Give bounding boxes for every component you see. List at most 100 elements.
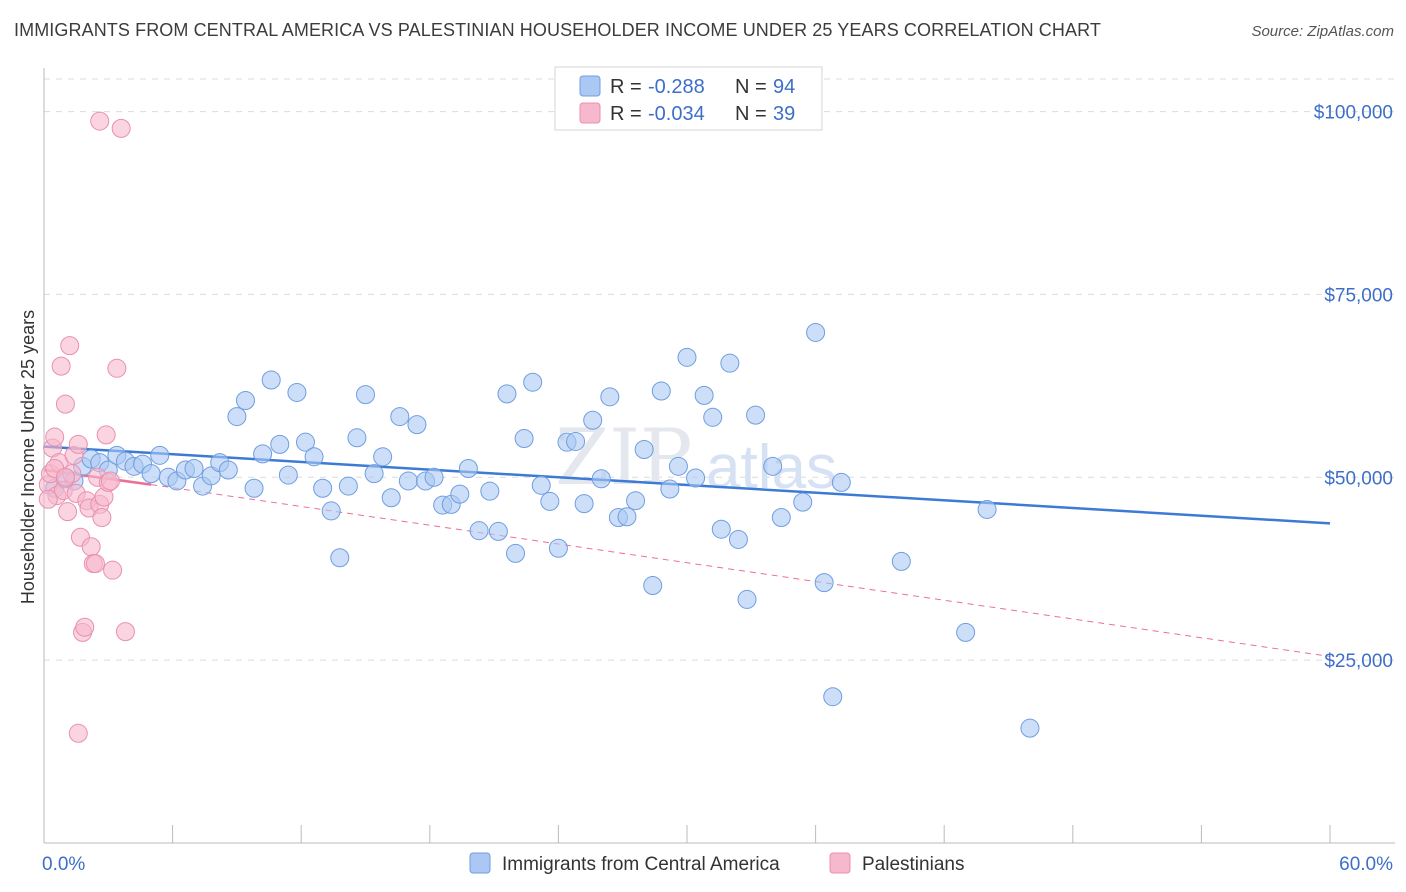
y-tick-label-1: $50,000 bbox=[1324, 468, 1393, 489]
point-central-america-21 bbox=[227, 407, 247, 427]
point-central-america-27 bbox=[278, 465, 298, 485]
data-points bbox=[38, 111, 1040, 743]
point-central-america-70 bbox=[651, 381, 671, 401]
legend-swatch-pink bbox=[579, 102, 601, 124]
legend-n-label-1: N = bbox=[735, 76, 767, 98]
point-central-america-51 bbox=[488, 521, 508, 541]
x-tick-label-0: 0.0% bbox=[42, 854, 85, 875]
point-palestinians-10 bbox=[60, 336, 80, 356]
point-central-america-83 bbox=[771, 508, 791, 528]
point-central-america-18 bbox=[201, 466, 221, 486]
bottom-legend-label-2: Palestinians bbox=[862, 854, 964, 875]
bottom-legend-swatch-pink bbox=[829, 852, 851, 874]
point-central-america-61 bbox=[574, 494, 594, 514]
legend-r-label-1: R = bbox=[610, 76, 642, 98]
point-central-america-69 bbox=[643, 576, 663, 596]
point-central-america-89 bbox=[891, 551, 911, 571]
point-central-america-74 bbox=[686, 468, 706, 488]
point-central-america-62 bbox=[583, 410, 603, 430]
y-tick-label-0: $25,000 bbox=[1324, 651, 1393, 672]
point-central-america-84 bbox=[793, 492, 813, 512]
point-central-america-42 bbox=[407, 415, 427, 435]
chart-source: Source: ZipAtlas.com bbox=[1251, 23, 1394, 40]
point-central-america-53 bbox=[506, 543, 526, 563]
point-palestinians-27 bbox=[96, 425, 116, 445]
point-palestinians-8 bbox=[55, 394, 75, 414]
point-central-america-39 bbox=[381, 488, 401, 508]
y-tick-label-3: $100,000 bbox=[1314, 103, 1393, 124]
point-central-america-57 bbox=[540, 491, 560, 511]
point-central-america-28 bbox=[287, 382, 307, 402]
point-central-america-35 bbox=[347, 428, 367, 448]
point-central-america-76 bbox=[703, 407, 723, 427]
point-central-america-31 bbox=[313, 478, 333, 498]
point-central-america-40 bbox=[390, 407, 410, 427]
point-palestinians-31 bbox=[107, 358, 127, 378]
point-palestinians-32 bbox=[115, 622, 135, 642]
point-central-america-52 bbox=[497, 384, 517, 404]
point-central-america-67 bbox=[626, 491, 646, 511]
x-tick-labels: 0.0% 60.0% bbox=[42, 854, 1393, 875]
point-central-america-30 bbox=[304, 447, 324, 467]
point-central-america-41 bbox=[398, 471, 418, 491]
point-central-america-60 bbox=[566, 431, 586, 451]
legend-box: R = -0.288 N = 94 R = -0.034 N = 39 bbox=[554, 66, 823, 131]
point-central-america-36 bbox=[356, 385, 375, 405]
point-central-america-37 bbox=[364, 464, 384, 484]
grid-lines bbox=[44, 78, 1395, 661]
point-palestinians-30 bbox=[103, 560, 123, 580]
point-central-america-38 bbox=[373, 447, 393, 467]
point-central-america-64 bbox=[600, 387, 620, 407]
point-central-america-91 bbox=[977, 499, 997, 519]
legend-n-label-2: N = bbox=[735, 103, 767, 125]
point-central-america-81 bbox=[746, 405, 766, 425]
bottom-legend-swatch-blue bbox=[469, 852, 491, 874]
y-tick-label-2: $75,000 bbox=[1324, 285, 1393, 306]
point-central-america-56 bbox=[531, 475, 551, 495]
point-central-america-33 bbox=[330, 548, 350, 568]
point-central-america-25 bbox=[261, 370, 281, 390]
x-tick-label-1: 60.0% bbox=[1339, 854, 1393, 875]
point-palestinians-33 bbox=[90, 111, 110, 131]
point-central-america-50 bbox=[480, 481, 500, 501]
point-central-america-82 bbox=[763, 456, 783, 476]
point-central-america-68 bbox=[634, 439, 654, 459]
legend-r-label-2: R = bbox=[610, 103, 642, 125]
y-axis-label: Householder Income Under 25 years bbox=[18, 310, 38, 604]
trend-line-palestinians-extended bbox=[151, 484, 1331, 657]
legend-n-value-2: 39 bbox=[773, 103, 795, 125]
bottom-legend: Immigrants from Central America Palestin… bbox=[469, 852, 964, 875]
bottom-legend-label-1: Immigrants from Central America bbox=[502, 854, 780, 875]
point-palestinians-17 bbox=[75, 617, 95, 637]
point-central-america-86 bbox=[814, 573, 834, 593]
point-palestinians-36 bbox=[38, 489, 58, 509]
point-palestinians-25 bbox=[92, 508, 112, 528]
point-palestinians-6 bbox=[51, 356, 71, 376]
point-central-america-78 bbox=[720, 353, 740, 373]
y-tick-labels: $25,000 $50,000 $75,000 $100,000 bbox=[1314, 103, 1393, 673]
point-central-america-72 bbox=[668, 456, 688, 476]
point-palestinians-9 bbox=[58, 502, 78, 522]
point-central-america-22 bbox=[235, 390, 255, 410]
legend-swatch-blue bbox=[579, 75, 601, 97]
point-palestinians-35 bbox=[68, 723, 88, 743]
axes bbox=[43, 68, 1395, 844]
point-central-america-87 bbox=[823, 687, 843, 707]
point-central-america-20 bbox=[218, 460, 238, 480]
point-central-america-79 bbox=[728, 529, 748, 549]
chart-title: IMMIGRANTS FROM CENTRAL AMERICA VS PALES… bbox=[14, 20, 1101, 40]
point-central-america-29 bbox=[295, 432, 315, 452]
point-central-america-32 bbox=[321, 501, 341, 521]
point-central-america-58 bbox=[548, 538, 568, 558]
point-central-america-90 bbox=[956, 622, 976, 642]
point-central-america-55 bbox=[523, 372, 543, 392]
point-central-america-85 bbox=[806, 322, 826, 342]
point-central-america-16 bbox=[184, 459, 204, 479]
point-central-america-49 bbox=[469, 521, 489, 541]
point-central-america-26 bbox=[270, 434, 290, 454]
point-palestinians-20 bbox=[81, 537, 101, 557]
point-palestinians-29 bbox=[100, 471, 120, 491]
point-central-america-24 bbox=[253, 444, 273, 464]
point-central-america-80 bbox=[737, 589, 757, 609]
point-palestinians-38 bbox=[55, 467, 75, 487]
